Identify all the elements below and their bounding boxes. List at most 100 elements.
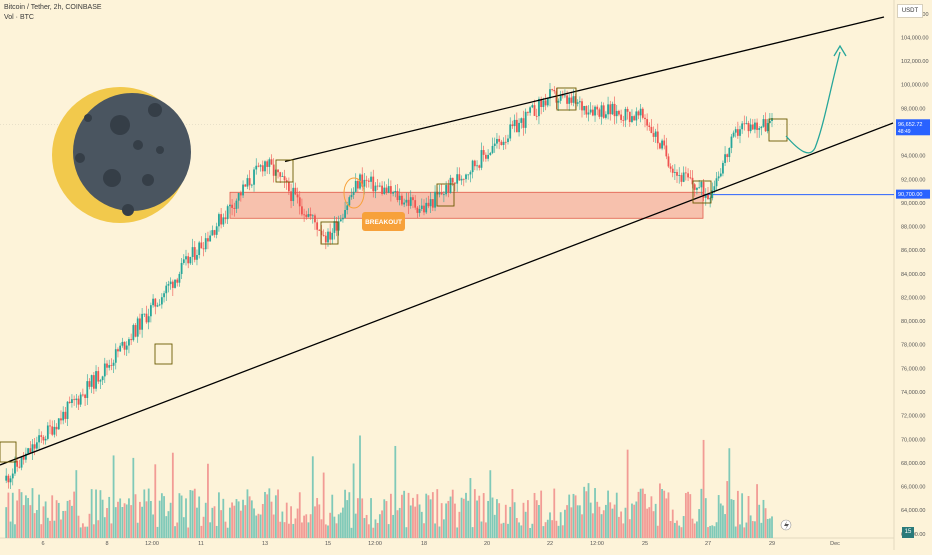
candle-body (553, 90, 555, 91)
candle-body (585, 106, 587, 115)
candle-body (240, 193, 242, 195)
candle-body (767, 123, 769, 131)
candle-body (657, 132, 659, 144)
volume-bar (58, 503, 60, 538)
volume-bar (492, 498, 494, 538)
volume-bar (601, 514, 603, 538)
volume-bar (496, 499, 498, 538)
candle-body (264, 161, 266, 171)
x-tick-label: 12:00 (590, 541, 604, 547)
currency-badge[interactable]: USDT (897, 4, 923, 18)
volume-bar (170, 503, 172, 538)
volume-bar (361, 498, 363, 538)
candle-body (80, 395, 82, 405)
candle-body (288, 182, 290, 191)
volume-bar (154, 464, 156, 538)
volume-bar (183, 517, 185, 538)
candle-body (498, 139, 500, 142)
volume-bar (200, 526, 202, 538)
candle-body (247, 178, 249, 186)
volume-bar (205, 503, 207, 538)
candle-body (32, 444, 34, 453)
volume-bar (179, 493, 181, 538)
volume-bar (711, 525, 713, 538)
volume-bar (756, 484, 758, 538)
volume-bar (36, 510, 38, 538)
candle-body (388, 186, 390, 193)
volume-bar (678, 526, 680, 538)
breakout-label-text: BREAKOUT (365, 219, 402, 226)
candle-body (236, 201, 238, 209)
volume-bar (143, 489, 145, 538)
volume-bar (428, 495, 430, 538)
volume-bar (316, 498, 318, 538)
candle-body (297, 194, 299, 197)
volume-bar (529, 528, 531, 538)
moon-crater (75, 153, 85, 163)
volume-bar (692, 519, 694, 538)
candle-body (148, 316, 150, 322)
volume-bar (454, 504, 456, 538)
volume-bar (38, 495, 40, 538)
candle-body (115, 349, 117, 363)
candle-body (165, 286, 167, 294)
candle-body (104, 364, 106, 377)
candle-body (607, 104, 609, 114)
volume-bar (540, 491, 542, 538)
moon-crater (84, 114, 92, 122)
volume-bar (518, 522, 520, 538)
volume-bar (705, 498, 707, 538)
volume-bar (222, 499, 224, 538)
volume-bar (447, 501, 449, 538)
volume-bar (432, 492, 434, 538)
volume-bar (633, 505, 635, 538)
volume-bar (590, 503, 592, 538)
volume-bar (364, 518, 366, 538)
candle-body (203, 248, 205, 249)
candle-body (102, 376, 104, 380)
volume-bar (159, 501, 161, 538)
candle-body (672, 169, 674, 173)
candle-body (47, 426, 49, 439)
volume-bar (157, 527, 159, 538)
volume-bar (547, 520, 549, 538)
volume-bar (100, 490, 102, 538)
candle-body (419, 209, 421, 213)
volume-bar (588, 483, 590, 538)
volume-bar (676, 521, 678, 538)
volume-bar (570, 507, 572, 538)
volume-bar (318, 504, 320, 538)
volume-bar (498, 503, 500, 538)
volume-bar (113, 455, 115, 538)
candle-body (390, 186, 392, 194)
candle-body (536, 116, 538, 117)
candle-body (299, 197, 301, 206)
candle-body (62, 412, 64, 421)
candle-body (16, 461, 18, 467)
volume-bar (231, 502, 233, 538)
volume-bar (758, 505, 760, 538)
volume-bar (612, 509, 614, 538)
y-tick-label: 94,000.00 (901, 154, 925, 160)
candle-body (505, 142, 507, 143)
candle-body (683, 173, 685, 182)
y-tick-label: 90,000.00 (901, 201, 925, 207)
volume-bar (657, 526, 659, 538)
y-tick-label: 80,000.00 (901, 319, 925, 325)
candle-body (681, 175, 683, 182)
candle-body (598, 109, 600, 116)
volume-bar (258, 514, 260, 538)
volume-bar (635, 501, 637, 538)
candle-body (364, 180, 366, 187)
volume-bar (299, 492, 301, 538)
volume-bar (536, 500, 538, 538)
candle-body (439, 192, 441, 194)
volume-bar (126, 504, 128, 538)
volume-bar (598, 507, 600, 538)
volume-bar (16, 500, 18, 538)
candle-body (754, 123, 756, 130)
volume-bar (421, 512, 423, 538)
volume-bar (242, 500, 244, 538)
y-tick-label: 86,000.00 (901, 248, 925, 254)
